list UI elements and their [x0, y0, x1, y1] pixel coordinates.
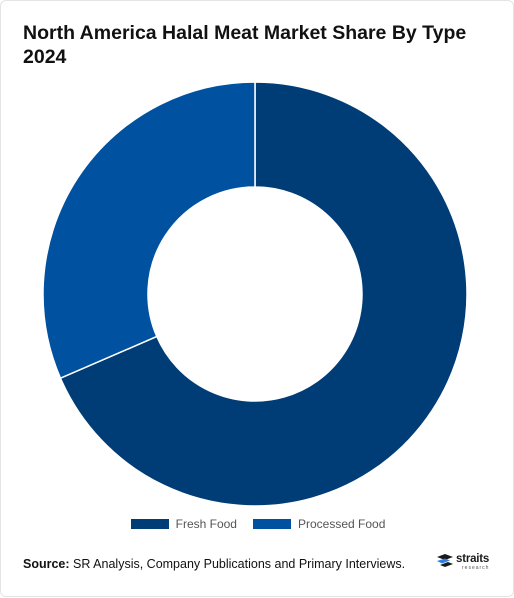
straits-research-logo: straits research — [437, 553, 490, 571]
legend-swatch-fresh-food — [130, 519, 169, 529]
straits-logo-icon — [437, 554, 453, 568]
chart-legend: Fresh Food Processed Food — [1, 517, 514, 531]
legend-label-processed-food: Processed Food — [297, 517, 386, 531]
legend-label-fresh-food: Fresh Food — [175, 517, 237, 531]
source-text: SR Analysis, Company Publications and Pr… — [73, 557, 406, 571]
donut-slice-processed-food — [42, 81, 256, 380]
logo-subtext: research — [462, 564, 490, 571]
legend-item-fresh-food: Fresh Food — [130, 517, 237, 531]
legend-item-processed-food: Processed Food — [252, 517, 386, 531]
donut-slice-fresh-food — [59, 81, 468, 507]
legend-swatch-processed-food — [252, 519, 291, 529]
source-note: Source: SR Analysis, Company Publication… — [23, 557, 405, 571]
chart-title: North America Halal Meat Market Share By… — [23, 22, 467, 68]
source-label: Source: — [23, 557, 70, 571]
logo-word: straits — [456, 553, 490, 565]
